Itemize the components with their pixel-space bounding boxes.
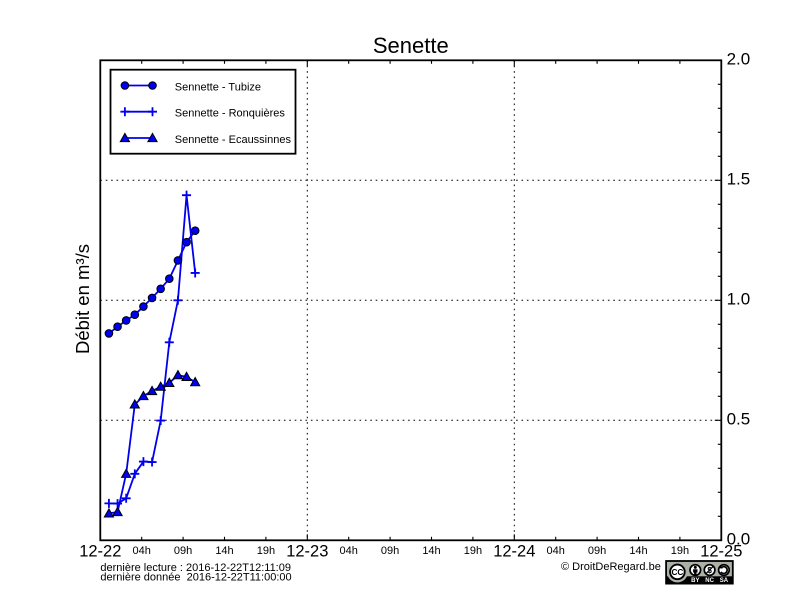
- svg-text:dernière donnée 2016-12-22T11: dernière donnée 2016-12-22T11:00:00: [100, 572, 291, 584]
- svg-text:NC: NC: [705, 578, 714, 584]
- svg-text:12-25: 12-25: [700, 543, 742, 561]
- svg-text:19h: 19h: [257, 545, 275, 557]
- svg-text:dernière lecture : 2016-12-22T: dernière lecture : 2016-12-22T12:11:09: [100, 562, 291, 574]
- svg-text:19h: 19h: [671, 545, 689, 557]
- svg-text:19h: 19h: [464, 545, 482, 557]
- svg-text:14h: 14h: [215, 545, 233, 557]
- svg-text:04h: 04h: [547, 545, 565, 557]
- svg-text:BY: BY: [691, 578, 699, 584]
- svg-text:Débit en m³/s: Débit en m³/s: [72, 244, 93, 354]
- svg-text:Sennette - Ecaussinnes: Sennette - Ecaussinnes: [175, 134, 292, 146]
- svg-text:04h: 04h: [340, 545, 358, 557]
- svg-text:Sennette - Ronquières: Sennette - Ronquières: [175, 108, 286, 120]
- svg-text:1.5: 1.5: [727, 170, 751, 189]
- svg-text:12-24: 12-24: [493, 543, 535, 561]
- svg-text:2.0: 2.0: [727, 50, 751, 69]
- svg-text:0.5: 0.5: [727, 410, 751, 429]
- svg-text:12-22: 12-22: [79, 543, 121, 561]
- svg-text:04h: 04h: [133, 545, 151, 557]
- svg-text:CC: CC: [671, 568, 683, 577]
- svg-text:14h: 14h: [629, 545, 647, 557]
- svg-text:14h: 14h: [422, 545, 440, 557]
- svg-text:12-23: 12-23: [286, 543, 328, 561]
- svg-text:09h: 09h: [381, 545, 399, 557]
- svg-text:SA: SA: [720, 578, 729, 584]
- svg-text:0.0: 0.0: [727, 530, 751, 549]
- svg-text:1.0: 1.0: [727, 290, 751, 309]
- svg-text:Sennette - Tubize: Sennette - Tubize: [175, 82, 261, 94]
- svg-text:09h: 09h: [588, 545, 606, 557]
- svg-text:© DroitDeRegard.be: © DroitDeRegard.be: [561, 561, 661, 573]
- svg-text:09h: 09h: [174, 545, 192, 557]
- svg-text:Senette: Senette: [373, 33, 449, 58]
